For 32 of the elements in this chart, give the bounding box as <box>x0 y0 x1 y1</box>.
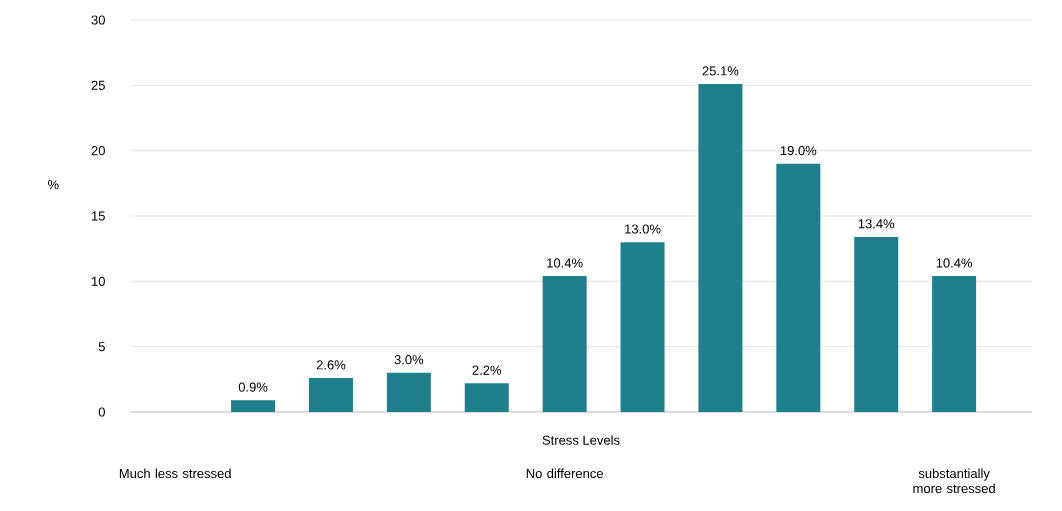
data-label: 19.0% <box>780 146 817 156</box>
data-label: 13.4% <box>858 219 895 229</box>
bar <box>386 372 431 412</box>
bar <box>464 383 509 412</box>
x-tick-label: substantially more stressed <box>913 468 995 494</box>
bar <box>542 276 587 412</box>
bar <box>776 163 821 412</box>
bar <box>698 84 743 412</box>
data-label: 2.2% <box>472 365 502 375</box>
y-tick-label: 30 <box>91 15 105 25</box>
x-tick-label: No difference <box>526 468 603 479</box>
y-tick-label: 15 <box>91 211 105 221</box>
y-tick-label: 0 <box>98 407 105 417</box>
bar <box>620 242 665 412</box>
data-label: 10.4% <box>936 258 973 268</box>
y-tick-label: 20 <box>91 146 105 156</box>
bar <box>932 276 977 412</box>
data-label: 2.6% <box>316 360 346 370</box>
data-label: 25.1% <box>702 66 739 76</box>
y-axis-title: % <box>48 180 59 190</box>
data-label: 0.9% <box>238 382 268 392</box>
y-tick-label: 5 <box>98 342 105 352</box>
data-label: 13.0% <box>625 224 661 234</box>
bar <box>308 378 353 412</box>
x-axis-title: Stress Levels <box>542 435 620 445</box>
y-tick-label: 25 <box>91 80 105 90</box>
x-tick-label: Much less stressed <box>119 468 231 479</box>
data-label: 3.0% <box>394 355 424 365</box>
bar <box>231 400 276 412</box>
bar <box>854 236 899 412</box>
y-tick-label: 10 <box>91 276 105 286</box>
data-label: 10.4% <box>547 258 583 268</box>
